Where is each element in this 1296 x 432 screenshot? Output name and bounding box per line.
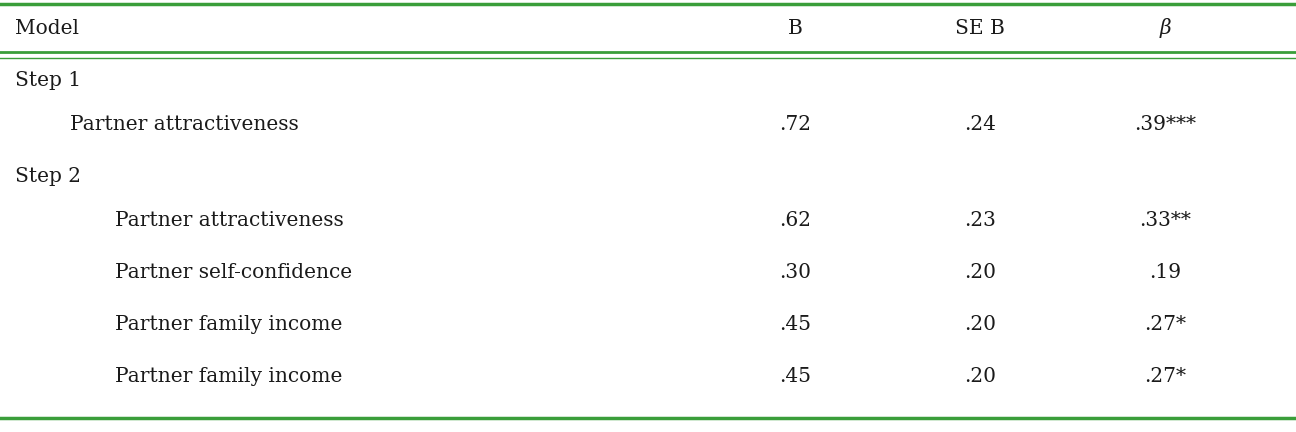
Text: .62: .62: [779, 211, 811, 230]
Text: .33**: .33**: [1139, 211, 1191, 230]
Text: .27*: .27*: [1144, 367, 1186, 386]
Text: Partner self-confidence: Partner self-confidence: [115, 263, 353, 282]
Text: Model: Model: [16, 19, 79, 38]
Text: Partner attractiveness: Partner attractiveness: [115, 211, 343, 230]
Text: Step 2: Step 2: [16, 167, 80, 186]
Text: .20: .20: [964, 263, 997, 282]
Text: .27*: .27*: [1144, 315, 1186, 334]
Text: SE B: SE B: [955, 19, 1004, 38]
Text: Partner family income: Partner family income: [115, 315, 342, 334]
Text: .24: .24: [964, 115, 995, 133]
Text: Partner family income: Partner family income: [115, 367, 342, 386]
Text: β: β: [1159, 18, 1170, 38]
Text: .23: .23: [964, 211, 995, 230]
Text: .45: .45: [779, 315, 811, 334]
Text: .72: .72: [779, 115, 811, 133]
Text: .45: .45: [779, 367, 811, 386]
Text: Step 1: Step 1: [16, 70, 82, 89]
Text: .20: .20: [964, 315, 997, 334]
Text: .19: .19: [1150, 263, 1181, 282]
Text: Partner attractiveness: Partner attractiveness: [70, 115, 299, 133]
Text: .39***: .39***: [1134, 115, 1196, 133]
Text: .30: .30: [779, 263, 811, 282]
Text: B: B: [788, 19, 802, 38]
Text: .20: .20: [964, 367, 997, 386]
